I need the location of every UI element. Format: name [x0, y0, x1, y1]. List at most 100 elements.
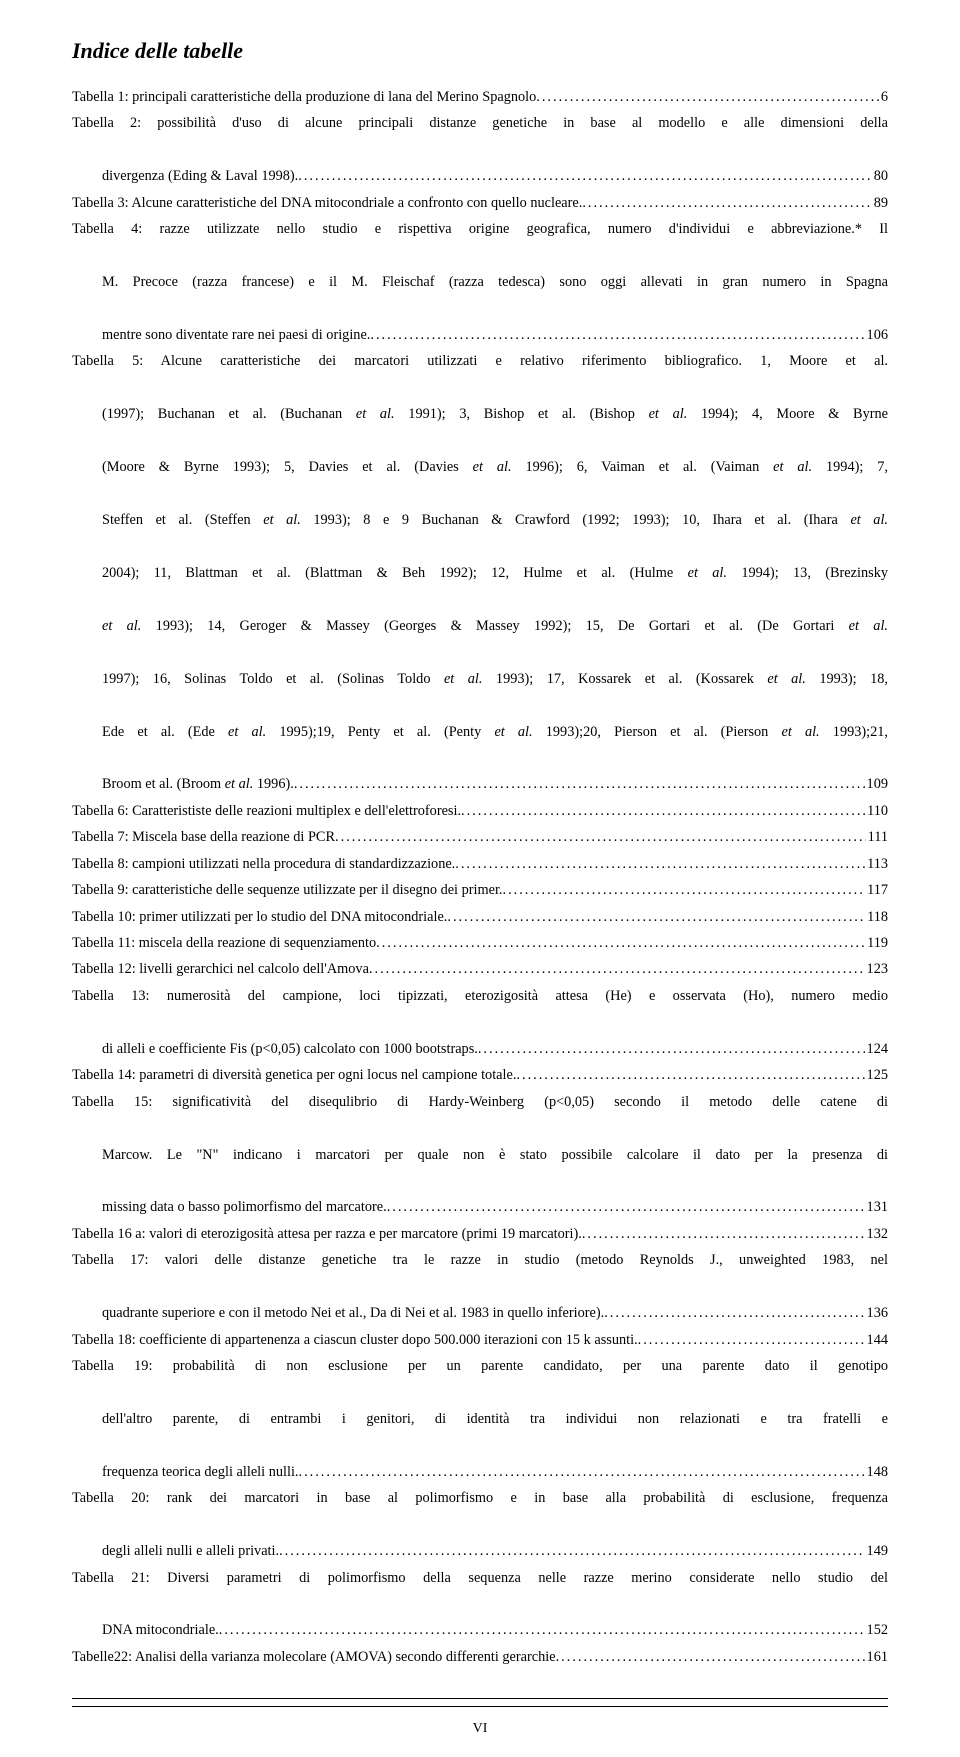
toc-list: Tabella 1: principali caratteristiche de…: [72, 84, 888, 1670]
toc-page-ref: 80: [872, 163, 888, 189]
toc-page-ref: 119: [865, 930, 888, 956]
toc-entry: Tabella 5: Alcune caratteristiche dei ma…: [72, 348, 888, 797]
toc-entry: Tabella 6: Caratterististe delle reazion…: [72, 798, 888, 824]
toc-entry-text: 1997); 16, Solinas Toldo et al. (Solinas…: [72, 666, 888, 719]
footer-rule: [72, 1698, 888, 1707]
leader-dots: [299, 1459, 865, 1485]
toc-entry-text: Tabella 10: primer utilizzati per lo stu…: [72, 904, 447, 930]
toc-entry-text: et al. 1993); 14, Geroger & Massey (Geor…: [72, 613, 888, 666]
toc-entry-text: Tabella 19: probabilità di non esclusion…: [72, 1353, 888, 1406]
toc-entry: Tabella 1: principali caratteristiche de…: [72, 84, 888, 110]
toc-entry-text: Tabella 18: coefficiente di appartenenza…: [72, 1327, 638, 1353]
toc-entry-text: Tabella 4: razze utilizzate nello studio…: [72, 216, 888, 269]
leader-dots: [503, 877, 866, 903]
toc-entry-text: Tabella 17: valori delle distanze geneti…: [72, 1247, 888, 1300]
toc-entry-text: Tabella 1: principali caratteristiche de…: [72, 84, 536, 110]
toc-page-ref: 6: [879, 84, 888, 110]
toc-entry-text: dell'altro parente, di entrambi i genito…: [72, 1406, 888, 1459]
toc-entry: Tabella 3: Alcune caratteristiche del DN…: [72, 190, 888, 216]
toc-page-ref: 131: [865, 1194, 888, 1220]
leader-dots: [335, 824, 866, 850]
leader-dots: [387, 1194, 865, 1220]
toc-page-ref: 136: [865, 1300, 888, 1326]
toc-page-ref: 118: [865, 904, 888, 930]
toc-entry-text: Tabella 9: caratteristiche delle sequenz…: [72, 877, 503, 903]
toc-entry-text: frequenza teorica degli alleli nulli.: [102, 1459, 299, 1485]
toc-page-ref: 106: [865, 322, 888, 348]
toc-entry: Tabella 13: numerosità del campione, loc…: [72, 983, 888, 1062]
leader-dots: [369, 956, 865, 982]
toc-entry: Tabella 9: caratteristiche delle sequenz…: [72, 877, 888, 903]
toc-entry-text: (Moore & Byrne 1993); 5, Davies et al. (…: [72, 454, 888, 507]
leader-dots: [478, 1036, 865, 1062]
toc-entry: Tabella 16 a: valori di eterozigosità at…: [72, 1221, 888, 1247]
leader-dots: [582, 1221, 865, 1247]
toc-entry-text: Tabella 8: campioni utilizzati nella pro…: [72, 851, 455, 877]
toc-entry: Tabella 2: possibilità d'uso di alcune p…: [72, 110, 888, 189]
leader-dots: [604, 1300, 864, 1326]
toc-entry-text: Steffen et al. (Steffen et al. 1993); 8 …: [72, 507, 888, 560]
toc-page-ref: 148: [865, 1459, 888, 1485]
leader-dots: [455, 851, 865, 877]
toc-page-ref: 125: [865, 1062, 888, 1088]
toc-entry-text: Tabella 6: Caratterististe delle reazion…: [72, 798, 461, 824]
toc-entry-text: Broom et al. (Broom et al. 1996).: [102, 771, 294, 797]
toc-entry: Tabella 12: livelli gerarchici nel calco…: [72, 956, 888, 982]
toc-entry: Tabella 18: coefficiente di appartenenza…: [72, 1327, 888, 1353]
toc-entry-text: Tabelle22: Analisi della varianza moleco…: [72, 1644, 556, 1670]
toc-entry-text: Tabella 13: numerosità del campione, loc…: [72, 983, 888, 1036]
leader-dots: [219, 1617, 865, 1643]
toc-page-ref: 149: [865, 1538, 888, 1564]
toc-entry-text: Tabella 20: rank dei marcatori in base a…: [72, 1485, 888, 1538]
toc-entry: Tabella 20: rank dei marcatori in base a…: [72, 1485, 888, 1564]
leader-dots: [370, 322, 864, 348]
leader-dots: [516, 1062, 864, 1088]
toc-page-ref: 89: [872, 190, 888, 216]
toc-entry-text: M. Precoce (razza francese) e il M. Flei…: [72, 269, 888, 322]
toc-entry: Tabella 10: primer utilizzati per lo stu…: [72, 904, 888, 930]
leader-dots: [461, 798, 865, 824]
toc-entry-text: quadrante superiore e con il metodo Nei …: [102, 1300, 604, 1326]
toc-page-ref: 124: [865, 1036, 888, 1062]
toc-page-ref: 132: [865, 1221, 888, 1247]
leader-dots: [376, 930, 865, 956]
toc-entry-text: Tabella 5: Alcune caratteristiche dei ma…: [72, 348, 888, 401]
toc-page-ref: 144: [865, 1327, 888, 1353]
toc-entry: Tabella 17: valori delle distanze geneti…: [72, 1247, 888, 1326]
toc-page-ref: 161: [865, 1644, 888, 1670]
toc-entry-text: Tabella 3: Alcune caratteristiche del DN…: [72, 190, 582, 216]
toc-entry-text: missing data o basso polimorfismo del ma…: [102, 1194, 387, 1220]
leader-dots: [447, 904, 865, 930]
toc-entry-text: 2004); 11, Blattman et al. (Blattman & B…: [72, 560, 888, 613]
toc-entry-text: mentre sono diventate rare nei paesi di …: [102, 322, 370, 348]
toc-entry: Tabelle22: Analisi della varianza moleco…: [72, 1644, 888, 1670]
toc-entry-text: Tabella 15: significatività del disequli…: [72, 1089, 888, 1142]
toc-entry-text: (1997); Buchanan et al. (Buchanan et al.…: [72, 401, 888, 454]
leader-dots: [294, 771, 865, 797]
toc-entry: Tabella 8: campioni utilizzati nella pro…: [72, 851, 888, 877]
leader-dots: [638, 1327, 865, 1353]
toc-title: Indice delle tabelle: [72, 38, 888, 64]
toc-page-ref: 109: [865, 771, 888, 797]
toc-entry-text: Tabella 11: miscela della reazione di se…: [72, 930, 376, 956]
toc-entry-text: divergenza (Eding & Laval 1998).: [102, 163, 298, 189]
toc-entry: Tabella 14: parametri di diversità genet…: [72, 1062, 888, 1088]
toc-entry-text: degli alleli nulli e alleli privati.: [102, 1538, 279, 1564]
toc-entry: Tabella 15: significatività del disequli…: [72, 1089, 888, 1221]
toc-entry-text: Tabella 16 a: valori di eterozigosità at…: [72, 1221, 582, 1247]
toc-entry-text: Tabella 21: Diversi parametri di polimor…: [72, 1565, 888, 1618]
toc-page-ref: 117: [865, 877, 888, 903]
page-number: VI: [72, 1721, 888, 1737]
toc-entry-text: Tabella 12: livelli gerarchici nel calco…: [72, 956, 369, 982]
toc-entry-text: Tabella 14: parametri di diversità genet…: [72, 1062, 516, 1088]
document-page: Indice delle tabelle Tabella 1: principa…: [0, 0, 960, 1757]
toc-entry-text: di alleli e coefficiente Fis (p<0,05) ca…: [102, 1036, 478, 1062]
leader-dots: [556, 1644, 865, 1670]
toc-entry-text: DNA mitocondriale.: [102, 1617, 219, 1643]
toc-entry: Tabella 11: miscela della reazione di se…: [72, 930, 888, 956]
toc-page-ref: 110: [865, 798, 888, 824]
leader-dots: [536, 84, 879, 110]
toc-entry: Tabella 21: Diversi parametri di polimor…: [72, 1565, 888, 1644]
toc-page-ref: 111: [866, 824, 888, 850]
toc-entry: Tabella 19: probabilità di non esclusion…: [72, 1353, 888, 1485]
